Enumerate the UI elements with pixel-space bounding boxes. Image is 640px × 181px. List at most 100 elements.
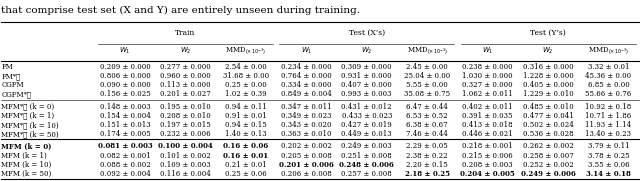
Text: MFM (k = 10): MFM (k = 10) bbox=[1, 161, 52, 169]
Text: 0.249 ± 0.003: 0.249 ± 0.003 bbox=[341, 142, 392, 150]
Text: that comprise test set (X and Y) are entirely unseen during training.: that comprise test set (X and Y) are ent… bbox=[1, 5, 360, 14]
Text: 10.71 ± 1.86: 10.71 ± 1.86 bbox=[586, 112, 632, 120]
Text: 0.151 ± 0.013: 0.151 ± 0.013 bbox=[100, 121, 150, 129]
Text: 31.68 ± 0.00: 31.68 ± 0.00 bbox=[223, 72, 269, 80]
Text: 0.156 ± 0.025: 0.156 ± 0.025 bbox=[100, 90, 150, 98]
Text: CGFMᵠ: CGFMᵠ bbox=[1, 90, 31, 98]
Text: 0.91 ± 0.01: 0.91 ± 0.01 bbox=[225, 112, 267, 120]
Text: 2.18 ± 0.25: 2.18 ± 0.25 bbox=[404, 170, 450, 178]
Text: 0.082 ± 0.001: 0.082 ± 0.001 bbox=[100, 151, 150, 159]
Text: MFM (k = 1): MFM (k = 1) bbox=[1, 151, 47, 159]
Text: 0.101 ± 0.002: 0.101 ± 0.002 bbox=[160, 151, 211, 159]
Text: 0.327 ± 0.000: 0.327 ± 0.000 bbox=[462, 81, 513, 89]
Text: 0.25 ± 0.00: 0.25 ± 0.00 bbox=[225, 81, 267, 89]
Text: 0.209 ± 0.000: 0.209 ± 0.000 bbox=[100, 63, 150, 71]
Text: 0.249 ± 0.006: 0.249 ± 0.006 bbox=[520, 170, 575, 178]
Text: 0.485 ± 0.010: 0.485 ± 0.010 bbox=[523, 103, 573, 111]
Text: 0.252 ± 0.002: 0.252 ± 0.002 bbox=[523, 161, 573, 169]
Text: 0.477 ± 0.041: 0.477 ± 0.041 bbox=[523, 112, 573, 120]
Text: 2.29 ± 0.05: 2.29 ± 0.05 bbox=[406, 142, 448, 150]
Text: 0.16 ± 0.01: 0.16 ± 0.01 bbox=[223, 151, 268, 159]
Text: 0.343 ± 0.020: 0.343 ± 0.020 bbox=[281, 121, 332, 129]
Text: 0.94 ± 0.15: 0.94 ± 0.15 bbox=[225, 121, 267, 129]
Text: 2.20 ± 0.15: 2.20 ± 0.15 bbox=[406, 161, 448, 169]
Text: 0.446 ± 0.021: 0.446 ± 0.021 bbox=[462, 130, 513, 138]
Text: 0.16 ± 0.06: 0.16 ± 0.06 bbox=[223, 142, 268, 150]
Text: 11.93 ± 1.14: 11.93 ± 1.14 bbox=[586, 121, 632, 129]
Text: 0.248 ± 0.006: 0.248 ± 0.006 bbox=[339, 161, 394, 169]
Text: Train: Train bbox=[175, 29, 196, 37]
Text: 0.262 ± 0.002: 0.262 ± 0.002 bbox=[523, 142, 573, 150]
Text: MFMᵠ (k = 10): MFMᵠ (k = 10) bbox=[1, 121, 59, 129]
Text: $W_1$: $W_1$ bbox=[301, 46, 312, 56]
Text: FM: FM bbox=[1, 63, 13, 71]
Text: 0.201 ± 0.027: 0.201 ± 0.027 bbox=[160, 90, 211, 98]
Text: 3.78 ± 0.25: 3.78 ± 0.25 bbox=[588, 151, 629, 159]
Text: 0.208 ± 0.010: 0.208 ± 0.010 bbox=[160, 112, 211, 120]
Text: 0.232 ± 0.006: 0.232 ± 0.006 bbox=[160, 130, 211, 138]
Text: 0.363 ± 0.010: 0.363 ± 0.010 bbox=[281, 130, 332, 138]
Text: 3.14 ± 0.18: 3.14 ± 0.18 bbox=[586, 170, 631, 178]
Text: 5.55 ± 0.00: 5.55 ± 0.00 bbox=[406, 81, 448, 89]
Text: MMD$_{(\times10^{-3})}$: MMD$_{(\times10^{-3})}$ bbox=[588, 45, 629, 56]
Text: 25.04 ± 0.00: 25.04 ± 0.00 bbox=[404, 72, 451, 80]
Text: 0.257 ± 0.008: 0.257 ± 0.008 bbox=[341, 170, 392, 178]
Text: 0.277 ± 0.000: 0.277 ± 0.000 bbox=[160, 63, 211, 71]
Text: 6.85 ± 0.00: 6.85 ± 0.00 bbox=[588, 81, 629, 89]
Text: 0.413 ± 0.018: 0.413 ± 0.018 bbox=[462, 121, 513, 129]
Text: 0.993 ± 0.003: 0.993 ± 0.003 bbox=[342, 90, 392, 98]
Text: 0.205 ± 0.008: 0.205 ± 0.008 bbox=[281, 151, 332, 159]
Text: $W_1$: $W_1$ bbox=[482, 46, 493, 56]
Text: 1.228 ± 0.000: 1.228 ± 0.000 bbox=[523, 72, 573, 80]
Text: 0.195 ± 0.010: 0.195 ± 0.010 bbox=[160, 103, 211, 111]
Text: 0.433 ± 0.023: 0.433 ± 0.023 bbox=[342, 112, 392, 120]
Text: 2.45 ± 0.00: 2.45 ± 0.00 bbox=[406, 63, 448, 71]
Text: 2.54 ± 0.00: 2.54 ± 0.00 bbox=[225, 63, 267, 71]
Text: Test (Y’s): Test (Y’s) bbox=[530, 29, 566, 37]
Text: 0.208 ± 0.003: 0.208 ± 0.003 bbox=[462, 161, 513, 169]
Text: 0.218 ± 0.001: 0.218 ± 0.001 bbox=[462, 142, 513, 150]
Text: CGFM: CGFM bbox=[1, 81, 24, 89]
Text: 6.38 ± 0.67: 6.38 ± 0.67 bbox=[406, 121, 448, 129]
Text: 3.55 ± 0.06: 3.55 ± 0.06 bbox=[588, 161, 629, 169]
Text: 0.405 ± 0.000: 0.405 ± 0.000 bbox=[523, 81, 573, 89]
Text: 0.316 ± 0.000: 0.316 ± 0.000 bbox=[523, 63, 573, 71]
Text: 0.849 ± 0.004: 0.849 ± 0.004 bbox=[281, 90, 332, 98]
Text: $W_2$: $W_2$ bbox=[542, 46, 554, 56]
Text: 0.347 ± 0.011: 0.347 ± 0.011 bbox=[281, 103, 332, 111]
Text: 0.113 ± 0.000: 0.113 ± 0.000 bbox=[160, 81, 211, 89]
Text: 0.931 ± 0.000: 0.931 ± 0.000 bbox=[341, 72, 392, 80]
Text: 0.502 ± 0.024: 0.502 ± 0.024 bbox=[523, 121, 573, 129]
Text: 0.21 ± 0.01: 0.21 ± 0.01 bbox=[225, 161, 267, 169]
Text: $W_2$: $W_2$ bbox=[361, 46, 372, 56]
Text: 0.806 ± 0.000: 0.806 ± 0.000 bbox=[100, 72, 150, 80]
Text: 0.100 ± 0.004: 0.100 ± 0.004 bbox=[158, 142, 212, 150]
Text: 55.66 ± 0.76: 55.66 ± 0.76 bbox=[586, 90, 632, 98]
Text: 0.234 ± 0.000: 0.234 ± 0.000 bbox=[281, 63, 332, 71]
Text: $W_1$: $W_1$ bbox=[119, 46, 131, 56]
Text: 7.46 ± 0.44: 7.46 ± 0.44 bbox=[406, 130, 448, 138]
Text: 0.148 ± 0.003: 0.148 ± 0.003 bbox=[100, 103, 150, 111]
Text: 0.251 ± 0.008: 0.251 ± 0.008 bbox=[341, 151, 392, 159]
Text: 6.47 ± 0.44: 6.47 ± 0.44 bbox=[406, 103, 448, 111]
Text: 0.092 ± 0.004: 0.092 ± 0.004 bbox=[100, 170, 150, 178]
Text: 0.25 ± 0.06: 0.25 ± 0.06 bbox=[225, 170, 267, 178]
Text: 2.38 ± 0.22: 2.38 ± 0.22 bbox=[406, 151, 448, 159]
Text: 0.391 ± 0.035: 0.391 ± 0.035 bbox=[462, 112, 513, 120]
Text: 0.431 ± 0.012: 0.431 ± 0.012 bbox=[341, 103, 392, 111]
Text: 0.334 ± 0.000: 0.334 ± 0.000 bbox=[281, 81, 332, 89]
Text: 0.088 ± 0.002: 0.088 ± 0.002 bbox=[100, 161, 150, 169]
Text: 0.449 ± 0.013: 0.449 ± 0.013 bbox=[341, 130, 392, 138]
Text: 0.402 ± 0.011: 0.402 ± 0.011 bbox=[462, 103, 513, 111]
Text: 0.960 ± 0.000: 0.960 ± 0.000 bbox=[160, 72, 211, 80]
Text: 0.116 ± 0.004: 0.116 ± 0.004 bbox=[160, 170, 211, 178]
Text: 0.204 ± 0.005: 0.204 ± 0.005 bbox=[460, 170, 515, 178]
Text: 13.40 ± 0.23: 13.40 ± 0.23 bbox=[586, 130, 632, 138]
Text: 0.174 ± 0.005: 0.174 ± 0.005 bbox=[100, 130, 150, 138]
Text: 0.536 ± 0.028: 0.536 ± 0.028 bbox=[523, 130, 573, 138]
Text: MFMᵠ (k = 0): MFMᵠ (k = 0) bbox=[1, 103, 54, 111]
Text: 0.202 ± 0.002: 0.202 ± 0.002 bbox=[281, 142, 332, 150]
Text: 45.36 ± 0.00: 45.36 ± 0.00 bbox=[586, 72, 632, 80]
Text: 0.201 ± 0.006: 0.201 ± 0.006 bbox=[279, 161, 333, 169]
Text: 0.090 ± 0.000: 0.090 ± 0.000 bbox=[100, 81, 150, 89]
